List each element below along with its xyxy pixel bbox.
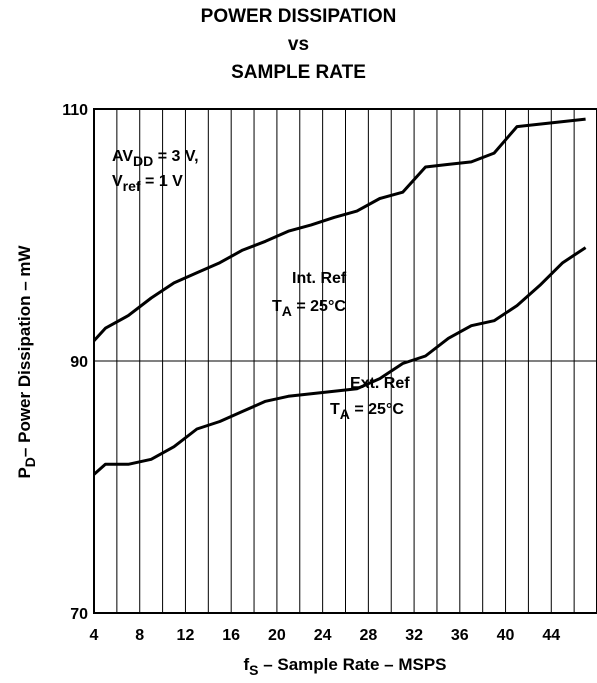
x-tick-label: 44 [542,627,560,644]
x-tick-label: 20 [268,627,286,644]
chart-title-line-1: POWER DISSIPATION [200,6,397,27]
series-label-int-ref: Int. Ref [292,270,347,287]
x-axis-label: fS – Sample Rate – MSPS [243,655,446,678]
y-tick-label: 90 [70,354,88,371]
y-axis-label: PD– Power Dissipation – mW [15,245,38,479]
x-tick-label: 24 [314,627,332,644]
series-label-ext-ref: Ext. Ref [350,375,410,392]
series-line-int-ref [92,117,586,342]
x-tick-label: 8 [135,627,144,644]
plot-frame [93,108,597,614]
y-tick-label: 70 [70,606,88,623]
series-label-ext-ref-temp: TA = 25°C [330,401,404,422]
x-tick-label: 28 [359,627,377,644]
condition-avdd: AVDD = 3 V, [112,148,199,169]
x-tick-label: 32 [405,627,423,644]
x-tick-label: 36 [451,627,469,644]
series-line-ext-ref [93,246,587,476]
condition-vref: Vref = 1 V [112,173,183,194]
x-tick-label: 16 [222,627,240,644]
chart-title-line-3: SAMPLE RATE [231,62,366,83]
x-tick-label: 12 [177,627,195,644]
x-tick-label: 40 [497,627,515,644]
series-label-int-ref-temp: TA = 25°C [272,298,346,319]
x-tick-label: 4 [90,627,99,644]
y-tick-label: 110 [62,102,88,119]
chart-title-line-2: vs [287,34,310,55]
